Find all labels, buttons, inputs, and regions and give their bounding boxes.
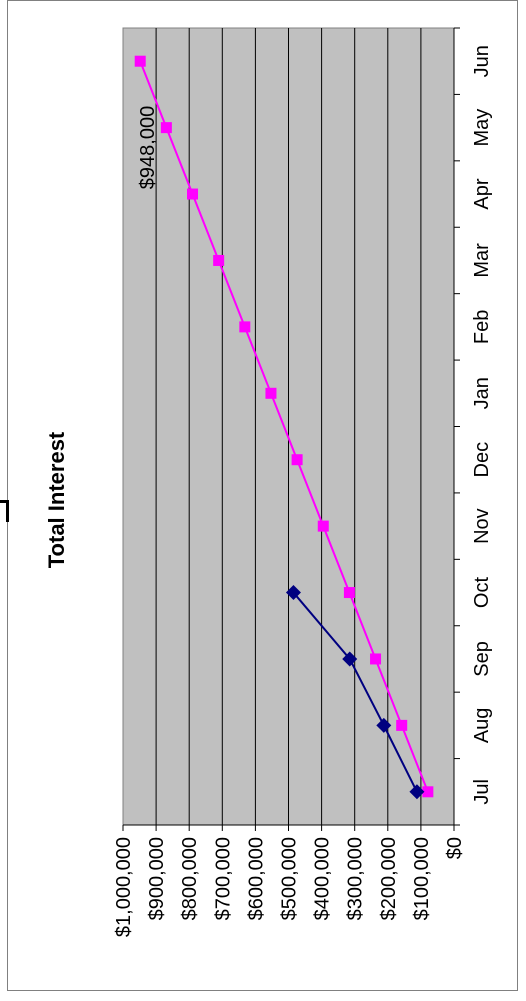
value-tick-label-8: $800,000 xyxy=(179,837,201,920)
category-label-jan: Jan xyxy=(471,377,493,409)
category-label-apr: Apr xyxy=(471,178,493,209)
value-tick-label-5: $500,000 xyxy=(279,837,301,920)
text-layer: $0 $100,000 $200,000 $300,000 $400,000 $500,0… xyxy=(113,45,493,937)
series-layer xyxy=(134,55,434,800)
category-label-dec: Dec xyxy=(471,442,493,478)
value-tick-label-1: $100,000 xyxy=(411,837,433,920)
value-tick-label-10: $1,000,000 xyxy=(113,837,135,937)
series-0-line xyxy=(139,60,429,793)
series-1-point-0 xyxy=(409,784,425,800)
category-label-jul: Jul xyxy=(471,779,493,805)
series-0-point-3 xyxy=(343,587,355,599)
series-0-point-4 xyxy=(317,520,329,532)
value-tick-label-6: $600,000 xyxy=(245,837,267,920)
edge-mark xyxy=(0,500,9,503)
chart-title: Total Interest xyxy=(44,431,69,568)
value-tick-label-0: $0 xyxy=(444,837,466,859)
series-0-point-5 xyxy=(291,454,303,466)
series-0-point-11 xyxy=(134,55,146,67)
series-0-point-10 xyxy=(160,122,172,134)
value-tick-label-9: $900,000 xyxy=(146,837,168,920)
series-0-point-8 xyxy=(213,254,225,266)
value-tick-label-3: $300,000 xyxy=(345,837,367,920)
series-1-point-2 xyxy=(342,651,358,667)
category-label-oct: Oct xyxy=(471,577,493,609)
category-label-nov: Nov xyxy=(471,508,493,544)
value-tick-label-2: $200,000 xyxy=(378,837,400,920)
axis-layer xyxy=(122,27,460,831)
series-0-point-6 xyxy=(265,387,277,399)
category-label-feb: Feb xyxy=(471,310,493,344)
edge-mark-vertical xyxy=(6,500,9,522)
value-tick-label-4: $400,000 xyxy=(312,837,334,920)
series-1-line xyxy=(292,591,418,793)
category-label-mar: Mar xyxy=(471,243,493,278)
category-label-aug: Aug xyxy=(471,708,493,744)
series-0-point-9 xyxy=(187,188,199,200)
category-label-may: May xyxy=(471,109,493,147)
series-1-point-1 xyxy=(376,717,392,733)
series-1-point-3 xyxy=(285,585,301,601)
annotation-label: $948,000 xyxy=(137,106,159,189)
series-0-point-7 xyxy=(239,321,251,333)
series-0-point-1 xyxy=(396,719,408,731)
series-0-point-2 xyxy=(370,653,382,665)
value-tick-label-7: $700,000 xyxy=(212,837,234,920)
category-label-sep: Sep xyxy=(471,641,493,677)
series-0-point-0 xyxy=(422,786,434,798)
grid-layer xyxy=(155,28,422,825)
category-label-jun: Jun xyxy=(471,45,493,77)
